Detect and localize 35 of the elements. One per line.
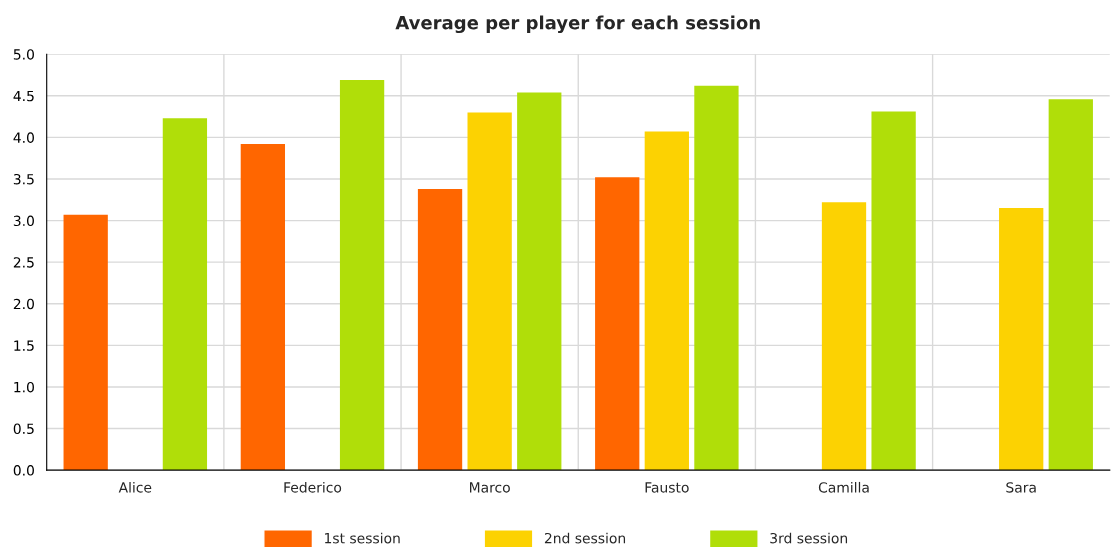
y-tick-label: 2.5 bbox=[13, 257, 34, 268]
bar bbox=[240, 144, 286, 471]
bar bbox=[162, 118, 208, 471]
bar bbox=[467, 112, 512, 471]
legend-label: 2nd session bbox=[544, 532, 626, 544]
bar bbox=[821, 202, 867, 471]
y-tick-label: 4.5 bbox=[13, 90, 34, 102]
x-tick-label: Marco bbox=[470, 482, 510, 493]
bar bbox=[871, 111, 916, 471]
y-tick-label: 2.0 bbox=[13, 298, 34, 310]
bar bbox=[1048, 99, 1093, 471]
x-tick-label: Fausto bbox=[645, 482, 689, 493]
bar bbox=[339, 80, 385, 471]
y-tick-label: 3.0 bbox=[13, 215, 34, 227]
bar bbox=[517, 92, 562, 471]
bar bbox=[417, 188, 463, 471]
legend-label: 3rd session bbox=[770, 532, 848, 544]
y-tick-label: 1.5 bbox=[14, 340, 34, 351]
bar bbox=[595, 177, 640, 471]
bar bbox=[644, 131, 689, 471]
y-tick-label: 3.5 bbox=[13, 173, 34, 185]
chart-title: Average per player for each session bbox=[395, 15, 760, 34]
bar bbox=[999, 208, 1044, 471]
y-tick-label: 5.0 bbox=[13, 49, 34, 60]
x-tick-label: Camilla bbox=[818, 481, 869, 493]
x-tick-label: Federico bbox=[284, 481, 342, 493]
y-tick-label: 1.0 bbox=[14, 381, 34, 393]
legend-label: 1st session bbox=[325, 532, 400, 544]
y-tick-label: 0.0 bbox=[13, 465, 34, 476]
x-tick-label: Alice bbox=[118, 481, 152, 493]
bar bbox=[694, 85, 739, 471]
y-tick-label: 4.0 bbox=[13, 132, 34, 143]
bar bbox=[63, 214, 108, 471]
y-tick-label: 0.5 bbox=[13, 423, 34, 434]
x-tick-label: Sara bbox=[1006, 482, 1036, 493]
